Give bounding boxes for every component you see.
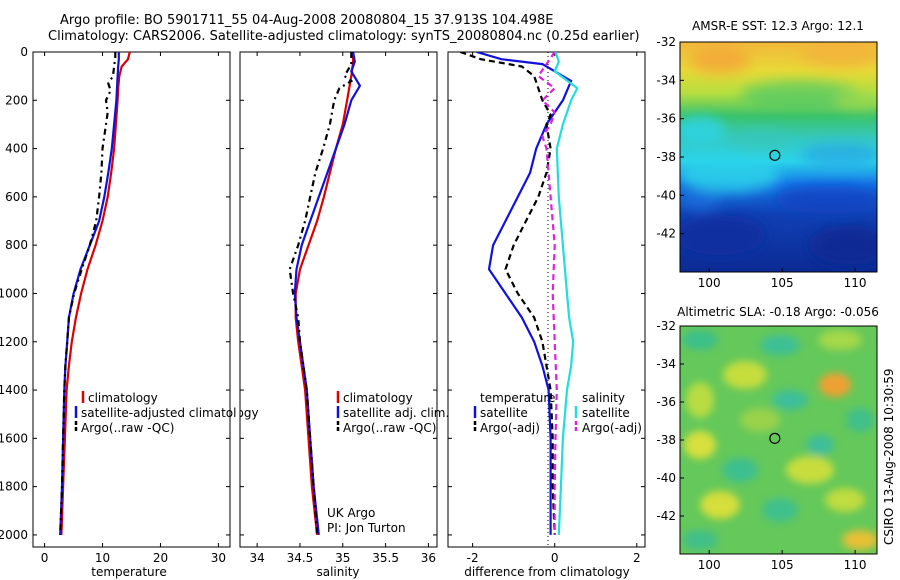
salinity-panel-border-overlay — [239, 51, 438, 548]
salinity-xtick-label: 36 — [421, 551, 436, 565]
map-ytick-label: -36 — [656, 112, 676, 126]
salinity-xtick-label: 34.5 — [287, 551, 314, 565]
depth-tick-label: 2000 — [0, 528, 28, 542]
sal-legend-label-climatology: climatology — [343, 391, 413, 405]
map-xtick-label: 110 — [844, 276, 867, 290]
temperature-xtick-label: 0 — [41, 551, 49, 565]
map-ytick-label: -40 — [656, 471, 676, 485]
map-xtick-label: 105 — [771, 276, 794, 290]
difference-legend: temperature salinity satellite Argo(-adj… — [473, 391, 642, 435]
argo-location-marker — [769, 149, 781, 161]
difference-xtick-label: -2 — [467, 551, 479, 565]
sla-heatmap — [680, 326, 877, 554]
climatology-title: Climatology: CARS2006. Satellite-adjuste… — [48, 29, 640, 44]
difference-xtick-label: 2 — [633, 551, 641, 565]
salinity-xtick-label: 34 — [249, 551, 264, 565]
diff-legend-label-sal-satellite: satellite — [582, 406, 630, 420]
depth-tick-label: 1400 — [0, 383, 28, 397]
difference-series-salinity-argo-adj — [536, 52, 558, 535]
sal-legend-label-argo: Argo(..raw -QC) — [343, 421, 436, 435]
diff-legend-header-temperature: temperature — [480, 391, 555, 405]
legend-label-climatology: climatology — [88, 391, 158, 405]
diff-legend-label-temp-satellite: satellite — [480, 406, 528, 420]
temperature-xtick-label: 20 — [153, 551, 168, 565]
depth-tick-label: 1200 — [0, 335, 28, 349]
depth-tick-label: 600 — [5, 190, 28, 204]
diff-legend-header-salinity: salinity — [582, 391, 625, 405]
legend-label-argo: Argo(..raw -QC) — [81, 421, 174, 435]
map-ytick-label: -38 — [656, 150, 676, 164]
difference-panel-frame — [447, 51, 646, 548]
temperature-xtick-label: 30 — [211, 551, 226, 565]
map-ytick-label: -34 — [656, 73, 676, 87]
temperature-series-climatology — [60, 52, 131, 535]
map-ytick-label: -34 — [656, 357, 676, 371]
salinity-series-climatology — [294, 52, 355, 536]
depth-tick-label: 0 — [20, 45, 28, 59]
salinity-xtick-label: 35 — [335, 551, 350, 565]
sst-map-title: AMSR-E SST: 12.3 Argo: 12.1 — [692, 19, 864, 33]
temperature-panel-frame — [32, 51, 231, 548]
temperature-series-argo-raw-qc — [59, 52, 117, 535]
depth-tick-label: 1000 — [0, 286, 28, 300]
salinity-panel-frame — [239, 51, 438, 548]
map-ytick-label: -42 — [656, 509, 676, 523]
annotation-pi: PI: Jon Turton — [327, 521, 406, 535]
depth-tick-label: 400 — [5, 142, 28, 156]
depth-tick-label: 1600 — [0, 431, 28, 445]
map-ytick-label: -36 — [656, 395, 676, 409]
difference-xtick-label: 0 — [551, 551, 559, 565]
map-xtick-label: 105 — [771, 558, 794, 572]
map-xtick-label: 110 — [844, 558, 867, 572]
legend-overflow-mask — [236, 395, 240, 425]
depth-tick-label: 800 — [5, 238, 28, 252]
diff-legend-label-sal-argo: Argo(-adj) — [582, 421, 642, 435]
map-ytick-label: -42 — [656, 227, 676, 241]
profile-lines — [59, 52, 579, 536]
map-xtick-label: 100 — [698, 558, 721, 572]
sla-map-axes: 100 105 110 -32 -34 -36 -38 -40 -42 — [656, 319, 866, 572]
argo-location-marker — [769, 432, 781, 444]
sla-map-title: Altimetric SLA: -0.18 Argo: -0.056 — [677, 305, 879, 319]
map-ytick-label: -38 — [656, 433, 676, 447]
salinity-xtick-label: 35.5 — [372, 551, 399, 565]
salinity-axis-label: salinity — [316, 565, 359, 579]
annotation-uk-argo: UK Argo — [327, 506, 375, 520]
difference-axis-label: difference from climatology — [464, 565, 630, 579]
depth-tick-label: 1800 — [0, 480, 28, 494]
map-ytick-label: -32 — [656, 35, 676, 49]
sst-map-axes: 100 105 110 -32 -34 -36 -38 -40 -42 — [656, 35, 866, 290]
difference-series-temperature-satellite — [476, 52, 573, 535]
credit-text: CSIRO 13-Aug-2008 10:30:59 — [882, 369, 896, 545]
difference-series-salinity-satellite — [553, 52, 579, 535]
map-ytick-label: -32 — [656, 319, 676, 333]
profile-title: Argo profile: BO 5901711_55 04-Aug-2008 … — [60, 13, 554, 28]
depth-tick-label: 200 — [5, 93, 28, 107]
diff-legend-label-temp-argo: Argo(-adj) — [480, 421, 540, 435]
legend-label-satellite: satellite-adjusted climatology — [81, 406, 259, 420]
map-ytick-label: -40 — [656, 188, 676, 202]
temperature-xtick-label: 10 — [95, 551, 110, 565]
salinity-legend: climatology satellite adj. clim. Argo(..… — [327, 391, 449, 535]
sal-legend-label-satellite: satellite adj. clim. — [343, 406, 449, 420]
temperature-legend: climatology satellite-adjusted climatolo… — [74, 391, 259, 435]
difference-series-temperature-argo-adj — [459, 52, 556, 535]
map-xtick-label: 100 — [698, 276, 721, 290]
sst-heatmap — [680, 42, 877, 272]
temperature-axis-label: temperature — [91, 565, 166, 579]
